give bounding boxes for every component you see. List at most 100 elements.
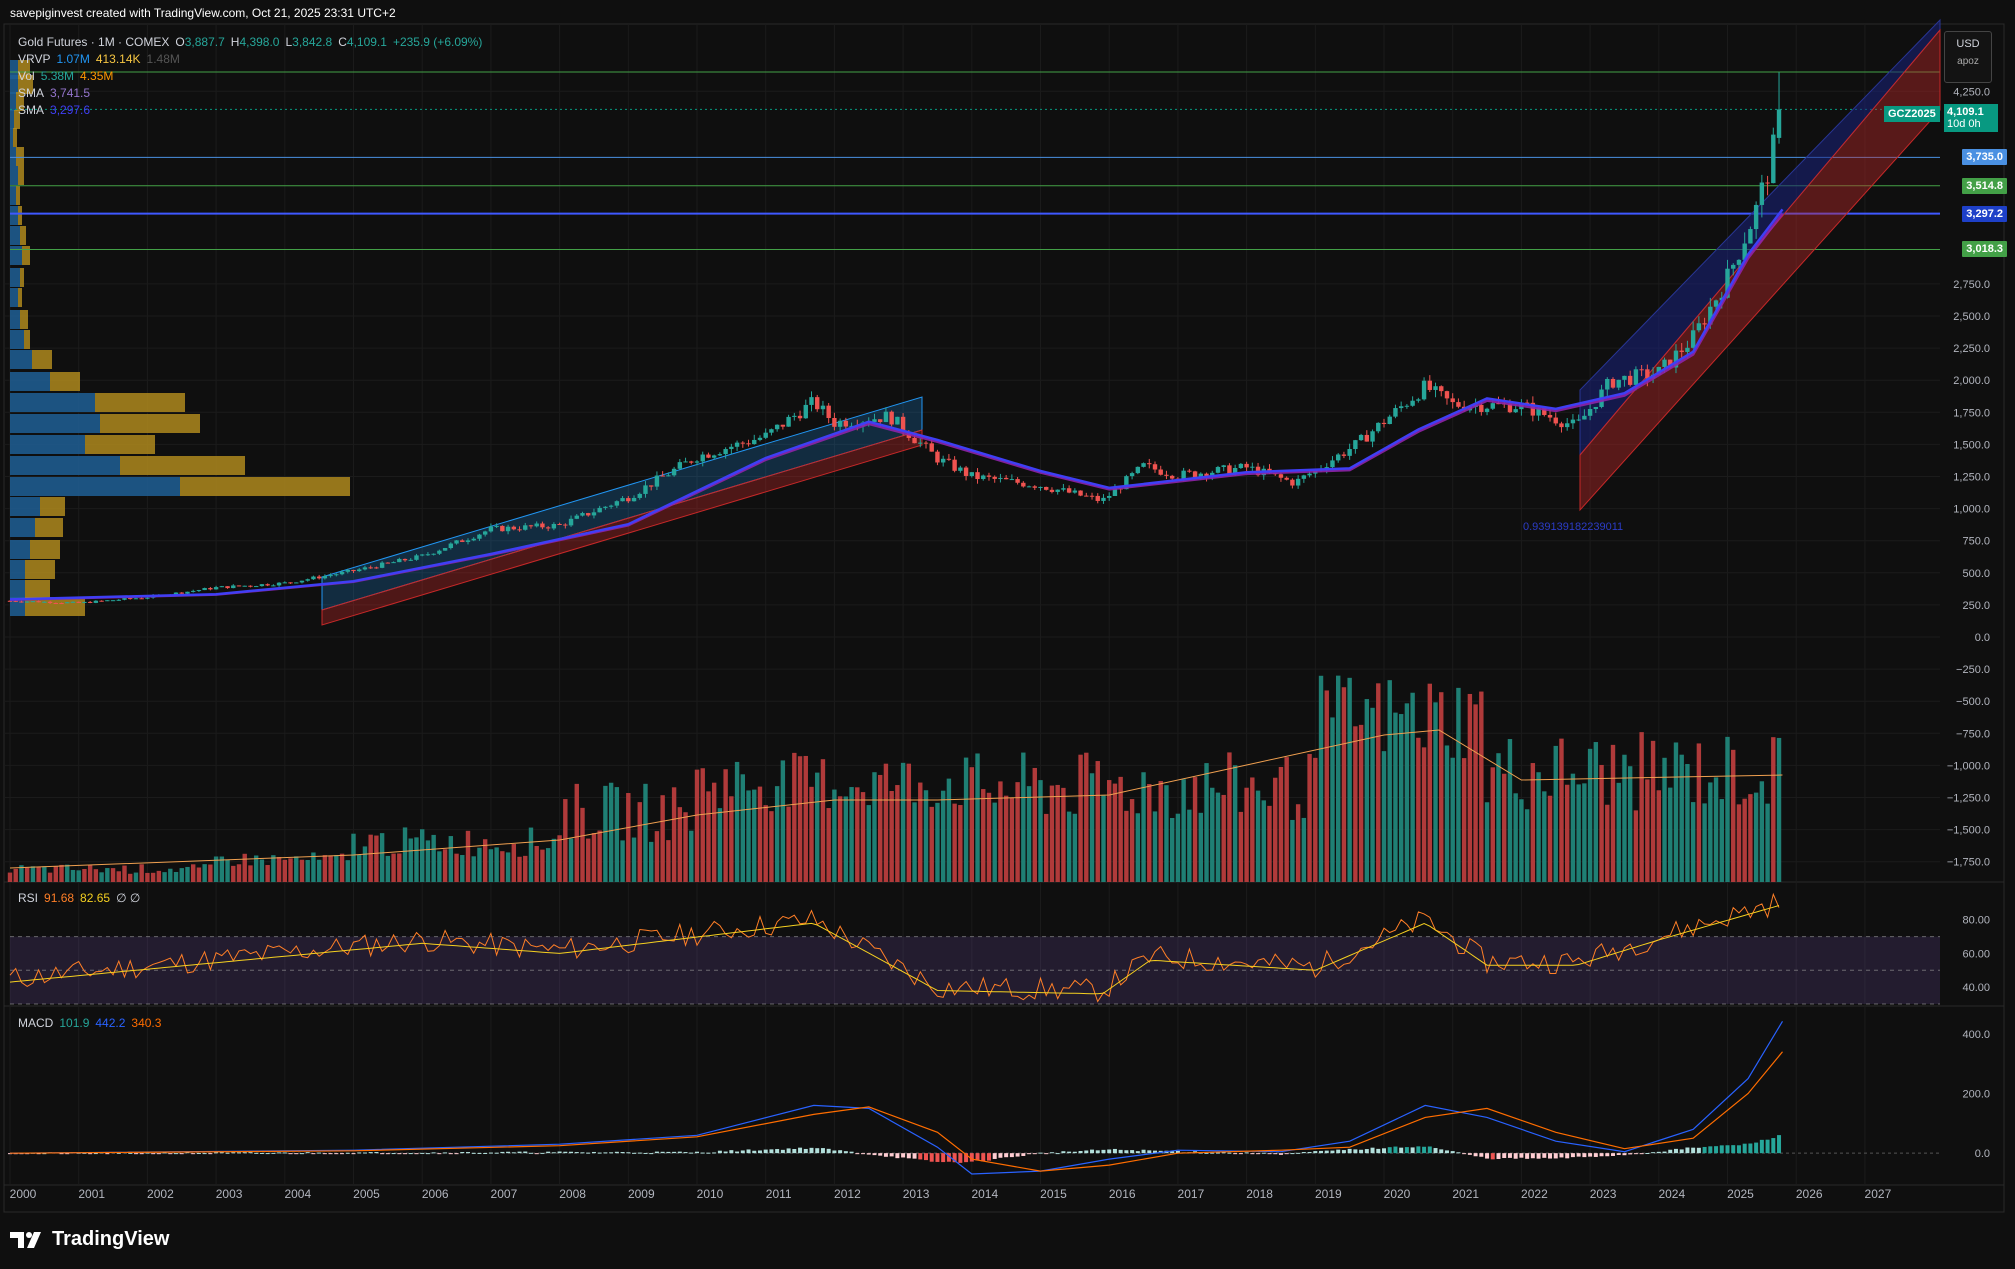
profile-bar-up [10,110,14,129]
macd-hist-bar [1496,1153,1501,1159]
volume-bar [191,864,196,882]
candle [299,580,305,583]
volume-bar [1278,766,1284,882]
volume-bar [860,792,866,882]
sma2-legend: SMA 3,297.6 [18,103,96,117]
volume-bar [603,785,608,882]
volume-bar [116,871,121,882]
vrvp-value-c: 1.48M [146,52,180,66]
candle [1656,366,1661,375]
candle [477,534,482,539]
macd-hist-bar [1548,1153,1553,1159]
macd-hist-bar [1456,1152,1461,1154]
candle [282,582,287,584]
profile-bar-down [16,147,24,166]
candle [780,424,786,427]
legend-open: 3,887.7 [184,35,225,49]
volume-bar [408,838,413,882]
candle [889,411,894,425]
volume-bar [614,787,620,882]
macd-hist-bar [1364,1149,1369,1154]
macd-hist-bar [471,1152,476,1154]
macd-hist-bar [843,1151,848,1154]
candle [1238,463,1244,468]
candle [1015,479,1020,483]
macd-hist-bar [929,1153,934,1162]
volume-bar [219,856,225,882]
ticker-badge: GCZ2025 [1884,106,1940,122]
macd-hist-bar [717,1150,722,1154]
price-axis-tick: −500.0 [1956,696,1990,708]
macd-hist-bar [271,1152,276,1154]
volume-bar [1524,809,1530,882]
candle [763,432,768,438]
volume-bar [196,867,202,882]
volume-bar [87,865,93,882]
volume-bar [1038,780,1043,882]
macd-hist-bar [1462,1153,1467,1155]
volume-bar [929,806,934,882]
volume-bar [1301,817,1307,882]
volume-bar [1164,785,1169,882]
macd-hist-bar [351,1153,356,1155]
volume-bar [1587,748,1593,882]
candle [1135,466,1141,474]
candle [494,525,499,527]
tradingview-logo-icon [10,1231,41,1248]
macd-hist-bar [466,1152,470,1154]
candle [265,584,270,586]
candle [460,540,465,542]
macd-hist-bar [1307,1151,1312,1154]
macd-hist-bar [780,1149,785,1154]
volume-bar [1021,752,1026,882]
candle [213,587,219,590]
volume-bar [671,787,677,882]
volume-bar [1610,744,1616,882]
candle [1645,369,1650,379]
candle [597,507,602,513]
profile-bar-up [10,518,35,537]
volume-bar [935,802,940,882]
legend-c-label: C [338,35,347,49]
profile-bar-down [100,414,200,433]
time-axis-tick: 2026 [1796,1187,1823,1201]
macd-hist-bar [1736,1145,1741,1154]
macd-hist-bar [1370,1147,1375,1154]
volume-bar [923,790,929,882]
volume-bar [1215,792,1221,882]
profile-bar-up [10,60,18,79]
volume-bar [1702,803,1707,882]
volume-bar [110,868,116,882]
macd-hist-bar [1135,1151,1140,1154]
macd-hist-bar [528,1152,533,1154]
volume-bar [442,849,448,882]
macd-hist-bar [1170,1151,1175,1154]
time-axis-tick: 2020 [1384,1187,1411,1201]
price-axis-tick: −1,500.0 [1947,825,1990,837]
candle [145,597,150,599]
candle [1055,489,1060,492]
candle [1398,406,1404,409]
currency-button[interactable]: USD apoz [1944,31,1992,83]
macd-hist-bar [643,1152,648,1154]
volume-bar [1725,736,1730,882]
macd-hist-bar [1485,1153,1490,1159]
macd-hist-bar [603,1152,608,1154]
candle [568,518,574,526]
profile-bar-down [25,580,50,599]
volume-bar [150,872,156,882]
volume-bar [568,838,574,882]
candle [1582,415,1587,420]
volume-bar [420,829,425,882]
macd-hist-bar [803,1148,808,1154]
candle [24,601,30,603]
candle [815,397,820,410]
macd-hist-bar [591,1151,596,1154]
volume-bar [7,872,13,882]
macd-hist-bar [649,1153,654,1155]
volume-bar [1467,693,1473,882]
signal-value: 340.3 [131,1016,162,1030]
volume-bar [1141,772,1146,882]
volume-bar [1284,757,1289,882]
